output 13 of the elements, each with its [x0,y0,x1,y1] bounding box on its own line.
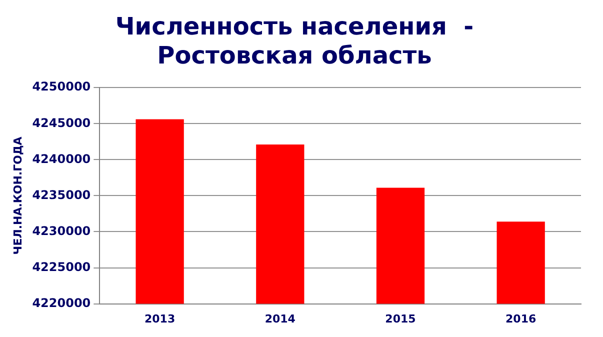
y-tick-label: 4240000 [32,152,91,166]
y-tick-label: 4235000 [32,188,91,202]
y-tick-label: 4250000 [32,80,91,94]
chart-title: Численность населения - Ростовская область [115,12,474,70]
y-tick-label: 4245000 [32,116,91,130]
y-tick-label: 4225000 [32,260,91,274]
x-tick-label: 2014 [264,312,296,326]
y-tick-label: 4230000 [32,224,91,238]
x-tick-label: 2016 [506,312,536,326]
y-axis-title: ЧЕЛ.НА.КОН.ГОДА [11,136,24,255]
x-tick-label: 2015 [385,312,416,326]
x-tick-label: 2013 [144,312,176,326]
y-tick-label: 4220000 [32,296,91,310]
